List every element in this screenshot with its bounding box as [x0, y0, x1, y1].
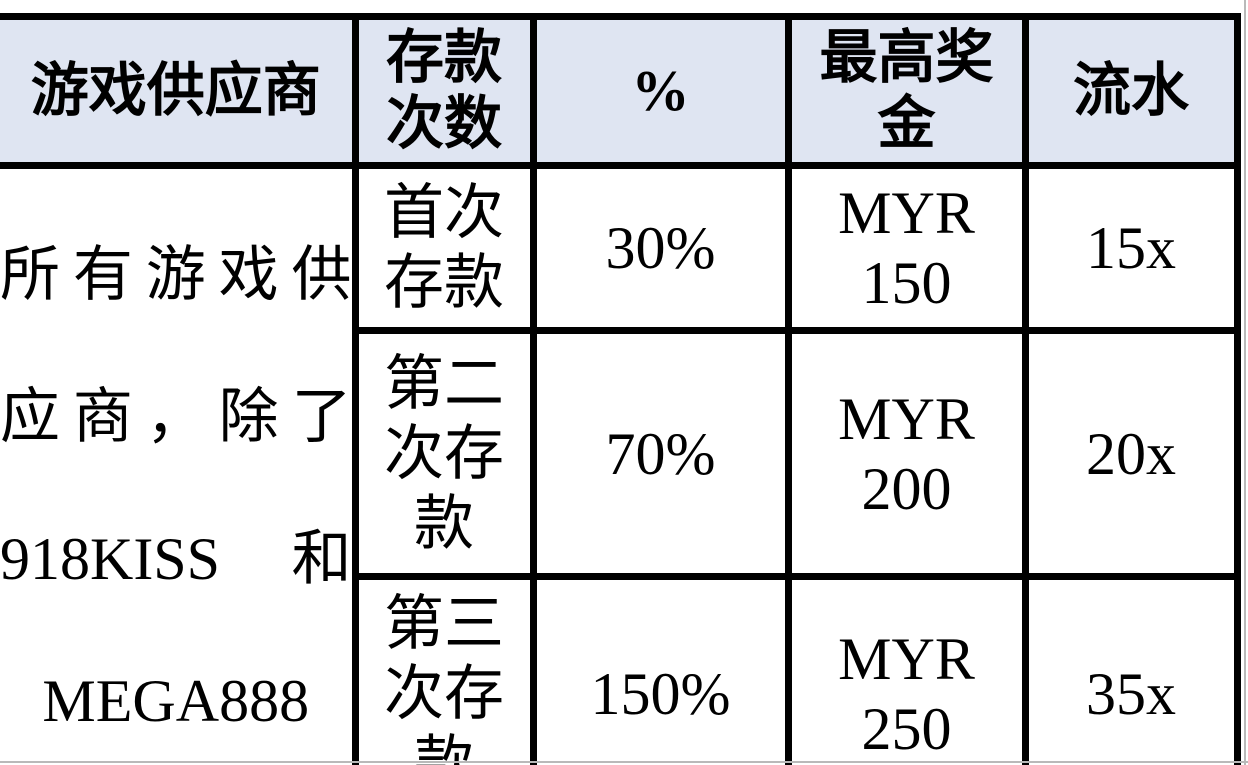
- table-row: 第二 次存 款 70% MYR 200 20x: [0, 326, 1241, 581]
- percent-cell: 70%: [529, 326, 792, 581]
- col-header-percent: %: [529, 13, 792, 169]
- turnover-cell: 20x: [1021, 326, 1241, 581]
- header-row: 游戏供应商 存款 次数 % 最高奖 金 流水: [0, 13, 1241, 169]
- provider-line: 应商，除了: [0, 384, 352, 450]
- provider-cell: 所有游戏供 应商，除了 918KISS和 MEGA888: [0, 162, 359, 765]
- col-header-deposit-count: 存款 次数: [351, 13, 537, 169]
- deposit-count-cell: 首次 存款: [351, 162, 537, 334]
- provider-line: MEGA888: [42, 668, 310, 734]
- max-bonus-cell: MYR 250: [784, 573, 1029, 765]
- max-bonus-cell: MYR 150: [784, 162, 1029, 334]
- col-header-max-bonus: 最高奖 金: [784, 13, 1029, 169]
- table-row: 第三 次存 款 150% MYR 250 35x: [0, 573, 1241, 765]
- col-header-turnover: 流水: [1021, 13, 1241, 169]
- percent-cell: 150%: [529, 573, 792, 765]
- provider-line: 所有游戏供: [0, 242, 352, 308]
- col-header-game-provider: 游戏供应商: [0, 13, 359, 169]
- percent-cell: 30%: [529, 162, 792, 334]
- promotion-table: 游戏供应商 存款 次数 % 最高奖 金 流水 所有游戏供 应商，除了 918KI…: [0, 13, 1241, 765]
- deposit-count-cell: 第二 次存 款: [351, 326, 537, 581]
- max-bonus-cell: MYR 200: [784, 326, 1029, 581]
- table-row: 所有游戏供 应商，除了 918KISS和 MEGA888 首次 存款 30% M…: [0, 162, 1241, 765]
- window-right-edge: [1244, 0, 1246, 765]
- turnover-cell: 35x: [1021, 573, 1241, 765]
- provider-line: 918KISS和: [0, 526, 352, 592]
- turnover-cell: 15x: [1021, 162, 1241, 334]
- deposit-count-cell: 第三 次存 款: [351, 573, 537, 765]
- window-bottom-edge: [0, 761, 1248, 763]
